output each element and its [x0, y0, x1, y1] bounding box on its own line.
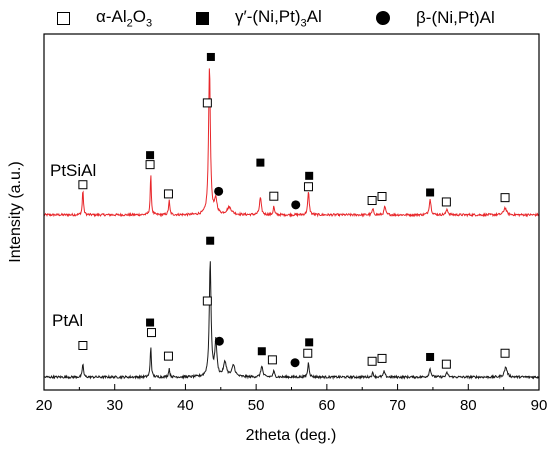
x-tick-label-20: 20 — [36, 397, 53, 414]
ptsial-marker-16-open-square — [500, 193, 510, 203]
x-tick-label-60: 60 — [319, 397, 336, 414]
plot-area: PtSiAl PtAl — [43, 52, 540, 381]
ptal-marker-8-open-square — [267, 355, 277, 365]
ptal-marker-12-open-square — [367, 356, 377, 366]
plot-frame — [43, 33, 540, 391]
open-square-icon — [57, 11, 70, 25]
ptal-marker-14-filled-square — [426, 352, 435, 361]
ptal-marker-1-open-square — [146, 328, 156, 338]
ptal-marker-10-open-square — [303, 348, 313, 358]
legend-label-gamma-prime: γ′-(Ni,Pt)3Al — [235, 7, 322, 30]
x-tick-label-30: 30 — [106, 397, 123, 414]
ptal-marker-11-filled-square — [305, 338, 314, 347]
x-axis-title: 2theta (deg.) — [246, 427, 337, 444]
legend-label-alpha-alumina: α-Al2O3 — [96, 7, 153, 30]
ptal-marker-0-open-square — [78, 341, 88, 350]
ptal-marker-15-open-square — [441, 359, 451, 369]
ptsial-marker-7-filled-square — [256, 158, 265, 167]
legend-label-beta: β-(Ni,Pt)Al — [416, 7, 495, 27]
x-axis: 20 30 40 50 60 70 80 90 — [36, 384, 548, 414]
ptsial-marker-12-open-square — [367, 196, 377, 206]
x-tick-label-70: 70 — [389, 397, 406, 414]
y-axis-title: Intensity (a.u.) — [7, 161, 24, 262]
filled-square-icon — [196, 11, 209, 25]
filled-circle-icon — [376, 10, 390, 25]
ptsial-marker-0-open-square — [78, 180, 88, 190]
ptsial-marker-9-filled-circle — [291, 200, 301, 210]
legend-item-beta: β-(Ni,Pt)Al — [376, 7, 495, 28]
ptal-marker-3-open-square — [163, 351, 173, 361]
legend-item-alpha-alumina: α-Al2O3 — [57, 7, 152, 29]
series-label-ptal: PtAl — [52, 311, 83, 330]
ptal-marker-9-filled-circle — [290, 358, 300, 368]
series-line-ptal — [43, 261, 540, 381]
ptsial-marker-8-open-square — [269, 191, 279, 201]
ptsial-marker-3-open-square — [163, 189, 173, 199]
ptal-marker-13-open-square — [377, 353, 387, 363]
series-line-ptsial — [43, 68, 540, 218]
ptsial-marker-2-filled-square — [146, 151, 155, 160]
ptal-marker-4-open-square — [202, 296, 212, 306]
ptal-marker-2-filled-square — [146, 318, 155, 327]
ptsial-marker-13-open-square — [377, 191, 387, 201]
series-label-ptsial: PtSiAl — [50, 161, 96, 180]
ptal-marker-16-open-square — [500, 348, 510, 358]
x-tick-label-50: 50 — [248, 397, 265, 414]
ptsial-marker-6-filled-circle — [214, 186, 224, 196]
x-tick-label-90: 90 — [531, 397, 548, 414]
legend: α-Al2O3 γ′-(Ni,Pt)3Al β-(Ni,Pt)Al — [0, 4, 550, 30]
ptsial-marker-5-filled-square — [206, 52, 215, 61]
ptsial-marker-15-open-square — [441, 197, 451, 207]
ptal-marker-5-filled-square — [206, 236, 215, 245]
ptsial-marker-14-filled-square — [426, 188, 435, 197]
ptsial-marker-4-open-square — [202, 98, 212, 108]
legend-item-gamma-prime: γ′-(Ni,Pt)3Al — [196, 7, 322, 29]
ptsial-marker-11-filled-square — [305, 171, 314, 180]
ptal-marker-6-filled-circle — [214, 336, 224, 346]
x-tick-label-40: 40 — [177, 397, 194, 414]
ptsial-marker-10-open-square — [303, 182, 313, 192]
ptsial-marker-1-open-square — [145, 160, 155, 170]
ptal-marker-7-filled-square — [257, 347, 266, 356]
x-tick-label-80: 80 — [460, 397, 477, 414]
